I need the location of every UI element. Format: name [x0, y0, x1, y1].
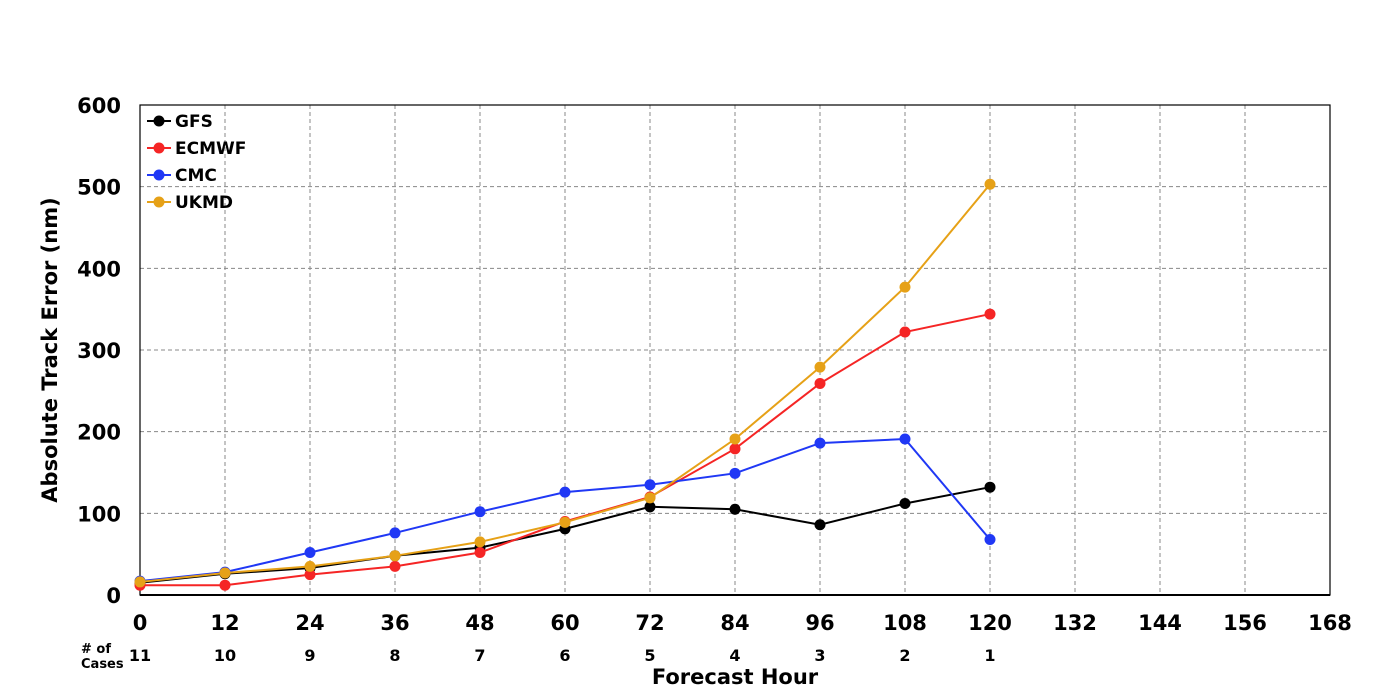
data-point-cmc: [644, 479, 656, 491]
data-point-ukmd: [389, 550, 401, 562]
x-tick-label: 132: [1053, 611, 1097, 635]
legend-item-gfs: GFS: [147, 112, 213, 132]
data-point-gfs: [729, 503, 741, 515]
x-tick-label: 96: [805, 611, 834, 635]
grid: [140, 105, 1330, 595]
legend-item-ecmwf: ECMWF: [147, 139, 246, 159]
x-tick-label: 108: [883, 611, 927, 635]
data-point-ecmwf: [219, 579, 231, 591]
data-point-ukmd: [814, 361, 826, 373]
data-point-ukmd: [304, 560, 316, 572]
data-point-ecmwf: [474, 547, 486, 559]
cases-label-line2: Cases: [81, 657, 124, 672]
legend-marker-ukmd: [153, 196, 165, 208]
case-count-label: 4: [729, 646, 740, 665]
x-tick-label: 0: [133, 611, 148, 635]
y-tick-label: 100: [77, 502, 121, 526]
data-point-cmc: [814, 437, 826, 449]
cases-label-line1: # of: [81, 642, 111, 657]
data-point-ecmwf: [984, 308, 996, 320]
legend-label-ecmwf: ECMWF: [175, 139, 246, 159]
data-point-ecmwf: [389, 560, 401, 572]
legend-marker-ecmwf: [153, 142, 165, 154]
data-point-gfs: [984, 481, 996, 493]
data-point-cmc: [304, 547, 316, 559]
data-point-cmc: [474, 506, 486, 518]
y-tick-label: 500: [77, 176, 121, 200]
x-tick-label: 48: [465, 611, 494, 635]
data-point-gfs: [644, 501, 656, 513]
data-point-ukmd: [474, 536, 486, 548]
y-axis-ticks: 0 100 200 300 400 500 600: [77, 94, 121, 608]
legend-marker-cmc: [153, 169, 165, 181]
data-point-cmc: [899, 433, 911, 445]
data-point-gfs: [814, 519, 826, 531]
legend-marker-gfs: [153, 115, 165, 127]
x-axis-ticks: 0 12 24 36 48 60 72 84 96 108 120 132 144 156 168: [133, 611, 1352, 635]
y-tick-label: 600: [77, 94, 121, 118]
data-point-ecmwf: [304, 569, 316, 581]
x-tick-label: 84: [720, 611, 749, 635]
data-point-gfs: [899, 498, 911, 510]
case-count-label: 9: [304, 646, 315, 665]
y-axis-title: Absolute Track Error (nm): [38, 197, 62, 502]
x-tick-label: 144: [1138, 611, 1182, 635]
case-count-label: 10: [214, 646, 236, 665]
legend-label-cmc: CMC: [175, 166, 217, 186]
data-point-ukmd: [984, 178, 996, 190]
data-point-ukmd: [644, 492, 656, 504]
y-tick-label: 400: [77, 257, 121, 281]
case-count-label: 5: [644, 646, 655, 665]
case-count-label: 3: [814, 646, 825, 665]
case-count-label: 7: [474, 646, 485, 665]
data-point-ecmwf: [899, 326, 911, 338]
x-tick-label: 60: [550, 611, 579, 635]
case-count-label: 11: [129, 646, 151, 665]
x-tick-label: 168: [1308, 611, 1352, 635]
series-line-cmc: [139, 437, 991, 583]
x-tick-label: 12: [210, 611, 239, 635]
case-count-label: 8: [389, 646, 400, 665]
data-point-cmc: [559, 486, 571, 498]
x-tick-label: 36: [380, 611, 409, 635]
data-point-ecmwf: [729, 443, 741, 455]
y-tick-label: 300: [77, 339, 121, 363]
series-layer: [134, 178, 996, 591]
x-tick-label: 156: [1223, 611, 1267, 635]
legend-item-ukmd: UKMD: [147, 193, 233, 213]
x-tick-label: 24: [295, 611, 324, 635]
cases-row: # of Cases 11 10 9 8 7 6 5 4 3 2 1: [81, 642, 996, 672]
case-count-label: 6: [559, 646, 570, 665]
data-point-ukmd: [729, 433, 741, 445]
data-point-cmc: [729, 467, 741, 479]
legend: GFS ECMWF CMC UKMD: [147, 112, 246, 213]
data-point-ukmd: [899, 281, 911, 293]
x-axis-title: Forecast Hour: [652, 665, 819, 689]
x-tick-label: 120: [968, 611, 1012, 635]
data-point-ukmd: [559, 516, 571, 528]
case-count-label: 2: [899, 646, 910, 665]
legend-label-ukmd: UKMD: [175, 193, 233, 213]
data-point-cmc: [984, 533, 996, 545]
data-point-ukmd: [134, 576, 146, 588]
y-tick-label: 0: [106, 584, 121, 608]
legend-label-gfs: GFS: [175, 112, 213, 132]
data-point-ukmd: [219, 567, 231, 579]
data-point-ecmwf: [814, 377, 826, 389]
case-count-label: 1: [984, 646, 995, 665]
data-point-cmc: [389, 527, 401, 539]
y-tick-label: 200: [77, 421, 121, 445]
legend-item-cmc: CMC: [147, 166, 217, 186]
series-ukmd: [134, 178, 996, 588]
x-tick-label: 72: [635, 611, 664, 635]
